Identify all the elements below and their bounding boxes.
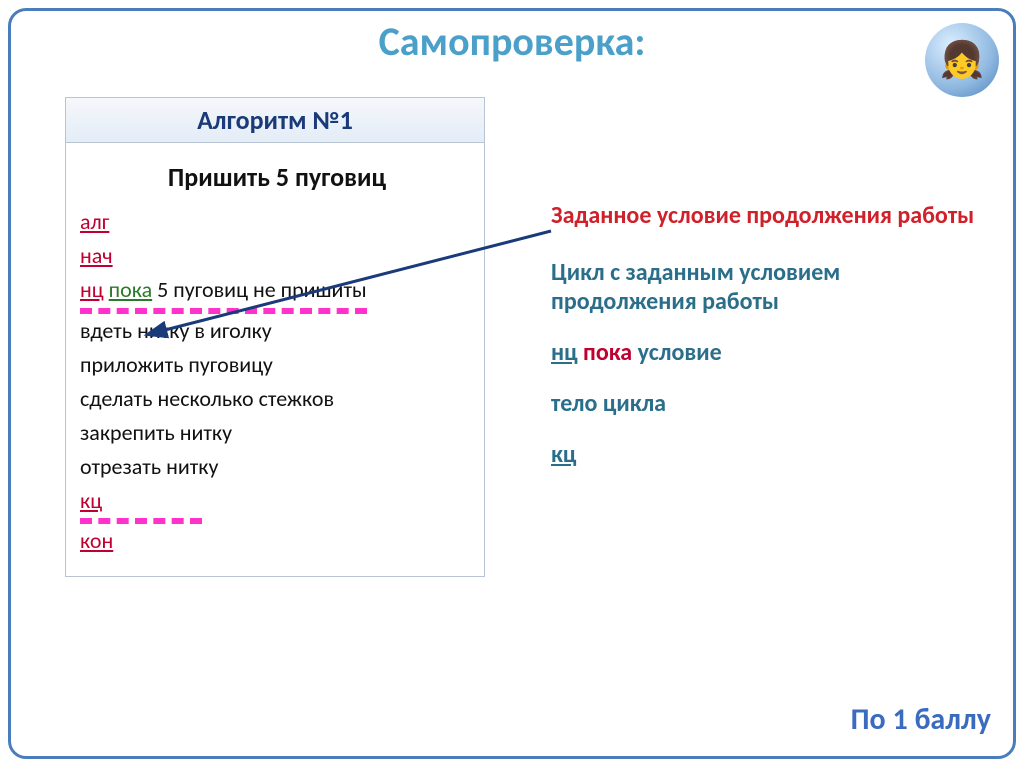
syntax-body: тело цикла [551,389,991,418]
syntax-kc: кц [551,440,576,469]
avatar-emoji: 👧 [940,38,985,82]
syntax-kc-line: кц [551,440,991,469]
slide-frame: Самопроверка: 👧 Алгоритм №1 Пришить 5 пу… [8,8,1016,759]
body-line-3: сделать несколько стежков [80,382,474,416]
algorithm-name: Пришить 5 пуговиц [80,157,474,197]
body-line-2: приложить пуговицу [80,348,474,382]
note-teal: Цикл с заданным условием продолжения раб… [551,258,991,316]
body-line-1: вдеть нитку в иголку [80,314,474,348]
avatar-icon: 👧 [925,23,999,97]
algorithm-panel: Алгоритм №1 Пришить 5 пуговиц алг нач нц… [65,97,485,577]
loop-condition-line: нц пока 5 пуговиц не пришиты [80,273,367,313]
kw-alg: алг [80,208,109,235]
syntax-nc: нц [551,338,578,367]
body-line-5: отрезать нитку [80,450,474,484]
score-label: По 1 баллу [851,701,991,738]
notes-column: Заданное условие продолжения работы Цикл… [551,201,991,469]
syntax-nc-line: нц пока условие [551,338,991,367]
condition-text: 5 пуговиц не пришиты [157,276,366,303]
syntax-uslovie: условие [638,338,722,367]
kw-poka: пока [109,276,152,303]
syntax-poka: пока [583,338,632,367]
algorithm-body: Пришить 5 пуговиц алг нач нц пока 5 пуго… [66,143,484,576]
kw-nc: нц [80,276,104,303]
kw-kon: кон [80,527,113,554]
kc-line: кц [80,484,202,524]
algorithm-header: Алгоритм №1 [66,98,484,143]
kw-kc: кц [80,487,102,514]
slide-title: Самопроверка: [11,17,1013,66]
body-line-4: закрепить нитку [80,416,474,450]
kw-nach: нач [80,242,113,269]
note-red: Заданное условие продолжения работы [551,201,991,230]
